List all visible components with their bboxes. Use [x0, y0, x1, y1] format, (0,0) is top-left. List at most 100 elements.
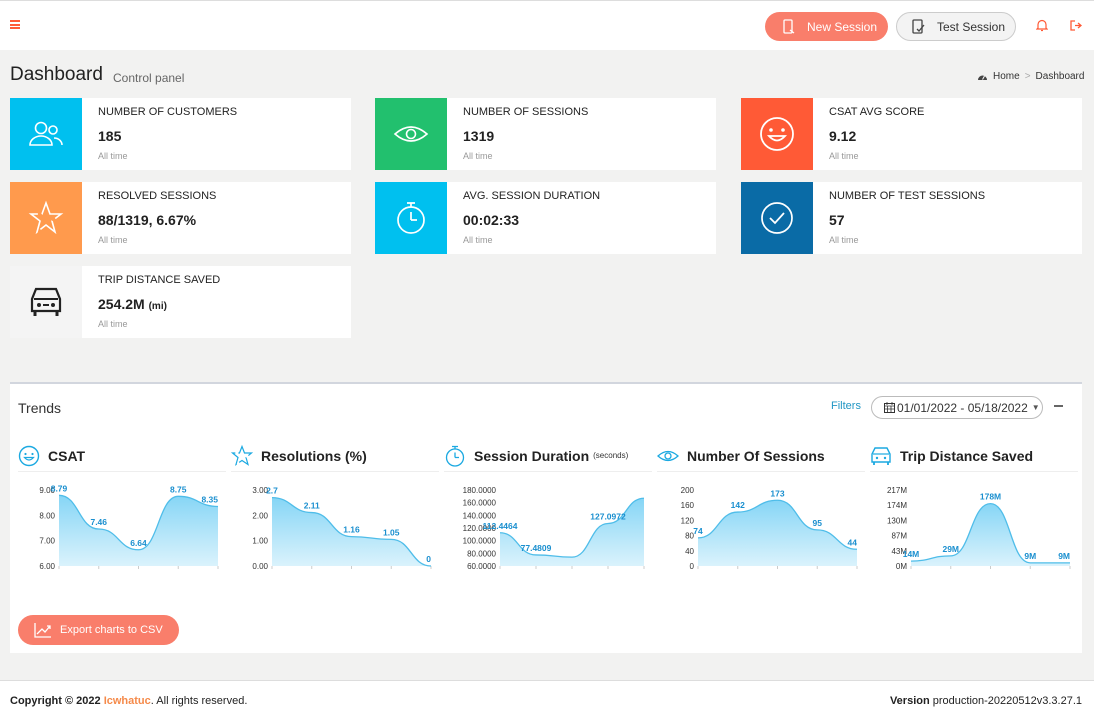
check-circle-icon — [741, 182, 813, 254]
trip-distance-chart: 217M 174M 130M 87M 43M 0M 14M 29M 178M 9M 9M — [887, 486, 1071, 571]
stat-label: NUMBER OF CUSTOMERS — [98, 106, 238, 118]
export-csv-button[interactable]: Export charts to CSV — [18, 615, 179, 645]
copyright-suffix: . All rights reserved. — [150, 695, 248, 707]
y-tick-label: 217M — [887, 486, 907, 495]
star-icon — [10, 182, 82, 254]
stat-value: 185 — [98, 128, 122, 144]
series-line — [910, 503, 1070, 564]
stat-card-trip-distance: TRIP DISTANCE SAVED 254.2M (mi) All time — [10, 266, 351, 338]
session-duration-trend: Session Duration (seconds) 180.0000 160.00… — [444, 440, 652, 571]
y-tick-label: 87M — [891, 532, 907, 541]
y-tick-label: 120 — [681, 516, 695, 525]
number-of-sessions-chart: 200 160 120 80 40 0 74 142 173 95 44 — [681, 486, 858, 571]
y-tick-label: 0M — [896, 562, 907, 571]
stat-card-sessions: NUMBER OF SESSIONS 1319 All time — [375, 98, 716, 170]
sign-out-icon[interactable] — [1070, 20, 1082, 31]
y-tick-label: 1.00 — [252, 537, 268, 546]
data-label: 173 — [770, 488, 784, 498]
stat-value: 88/1319, 6.67% — [98, 212, 197, 228]
series-line — [499, 497, 645, 558]
y-tick-label: 80 — [685, 532, 694, 541]
stat-card-test-sessions: NUMBER OF TEST SESSIONS 57 All time — [741, 182, 1082, 254]
chart-title: Number Of Sessions — [687, 447, 825, 464]
eye-icon — [375, 98, 447, 170]
chart-line-icon — [34, 623, 51, 638]
stat-value-number: 254.2M — [98, 296, 145, 312]
y-tick-label: 40 — [685, 547, 694, 556]
data-label: 7.46 — [90, 517, 107, 527]
stat-value: 57 — [829, 212, 845, 228]
date-range-value: 01/01/2022 - 05/18/2022 — [897, 400, 1028, 415]
menu-toggle-icon[interactable] — [10, 20, 20, 29]
eye-icon — [657, 450, 679, 461]
page-subtitle: Control panel — [113, 71, 185, 85]
car-icon — [10, 266, 82, 338]
stat-period: All time — [829, 235, 859, 245]
data-label: 9M — [1024, 551, 1036, 561]
top-navbar: New Session Test Session — [0, 0, 1094, 50]
stat-label: RESOLVED SESSIONS — [98, 190, 217, 202]
y-tick-label: 0 — [690, 562, 695, 571]
series-line — [271, 496, 432, 567]
number-of-sessions-trend: Number Of Sessions 200 160 120 80 40 0 74 142 17… — [657, 440, 865, 571]
stat-label: AVG. SESSION DURATION — [463, 190, 601, 202]
version-value: production-20220512v3.3.27.1 — [932, 695, 1082, 707]
y-tick-label: 80.0000 — [467, 549, 496, 558]
date-range-picker[interactable]: 01/01/2022 - 05/18/2022 ▼ — [871, 396, 1043, 419]
data-label: 77.4809 — [521, 543, 552, 553]
brand-link[interactable]: Icwhatuc — [103, 695, 151, 707]
stat-value: 9.12 — [829, 128, 857, 144]
series-area — [911, 503, 1070, 566]
trip-distance-trend: Trip Distance Saved 217M 174M 130M 87M 43M 0M… — [870, 440, 1078, 571]
series-area — [272, 497, 431, 566]
tablet-check-icon — [912, 18, 925, 34]
data-label: 2.11 — [304, 501, 320, 511]
csat-trend: CSAT 9.00 8.00 7.00 6.00 8.79 7.46 6.64 8.75 8.3… — [18, 440, 226, 571]
y-tick-label: 6.00 — [39, 562, 55, 571]
y-tick-label: 160.0000 — [463, 499, 497, 508]
data-label: 2.7 — [266, 486, 278, 496]
y-tick-label: 43M — [891, 547, 907, 556]
y-tick-label: 174M — [887, 501, 907, 510]
test-session-label: Test Session — [937, 19, 1006, 34]
breadcrumb-home[interactable]: Home — [993, 71, 1020, 82]
new-session-label: New Session — [807, 19, 878, 34]
stat-period: All time — [98, 319, 128, 329]
data-label: 29M — [942, 544, 959, 554]
data-label: 1.05 — [383, 527, 400, 537]
series-line — [58, 494, 219, 551]
data-label: 127.0972 — [590, 512, 626, 522]
resolutions-trend: Resolutions (%) 3.00 2.00 1.00 0.00 2.7 2.11 1… — [231, 440, 439, 571]
series-area — [59, 495, 218, 566]
breadcrumb: Home > Dashboard — [977, 71, 1084, 82]
stat-card-duration: AVG. SESSION DURATION 00:02:33 All time — [375, 182, 716, 254]
resolutions-chart: 3.00 2.00 1.00 0.00 2.7 2.11 1.16 1.05 0 — [252, 486, 432, 571]
y-tick-label: 7.00 — [39, 537, 55, 546]
data-label: 95 — [813, 518, 823, 528]
filters-link[interactable]: Filters — [831, 400, 861, 412]
y-tick-label: 0.00 — [252, 562, 268, 571]
chart-title: Session Duration — [474, 447, 590, 464]
stat-period: All time — [463, 235, 493, 245]
test-session-button[interactable]: Test Session — [896, 12, 1016, 41]
y-tick-label: 140.0000 — [463, 511, 497, 520]
trends-panel: Trends Filters 01/01/2022 - 05/18/2022 ▼… — [10, 382, 1082, 653]
copyright-prefix: Copyright © 2022 — [10, 695, 101, 707]
data-label: 8.75 — [170, 484, 187, 494]
chart-title: Trip Distance Saved — [900, 447, 1034, 464]
new-session-button[interactable]: New Session — [765, 12, 888, 41]
star-icon — [231, 444, 253, 466]
y-tick-label: 3.00 — [252, 486, 268, 495]
bell-icon[interactable] — [1036, 19, 1048, 32]
collapse-icon[interactable] — [1054, 405, 1063, 407]
stat-card-csat: CSAT AVG SCORE 9.12 All time — [741, 98, 1082, 170]
y-tick-label: 100.0000 — [463, 537, 497, 546]
stat-card-resolved: RESOLVED SESSIONS 88/1319, 6.67% All tim… — [10, 182, 351, 254]
data-label: 44 — [848, 537, 858, 547]
stat-label: NUMBER OF SESSIONS — [463, 106, 589, 118]
data-label: 142 — [731, 500, 745, 510]
calendar-icon — [884, 402, 895, 413]
stat-period: All time — [829, 151, 859, 161]
series-area — [500, 498, 644, 566]
y-tick-label: 60.0000 — [467, 562, 496, 571]
